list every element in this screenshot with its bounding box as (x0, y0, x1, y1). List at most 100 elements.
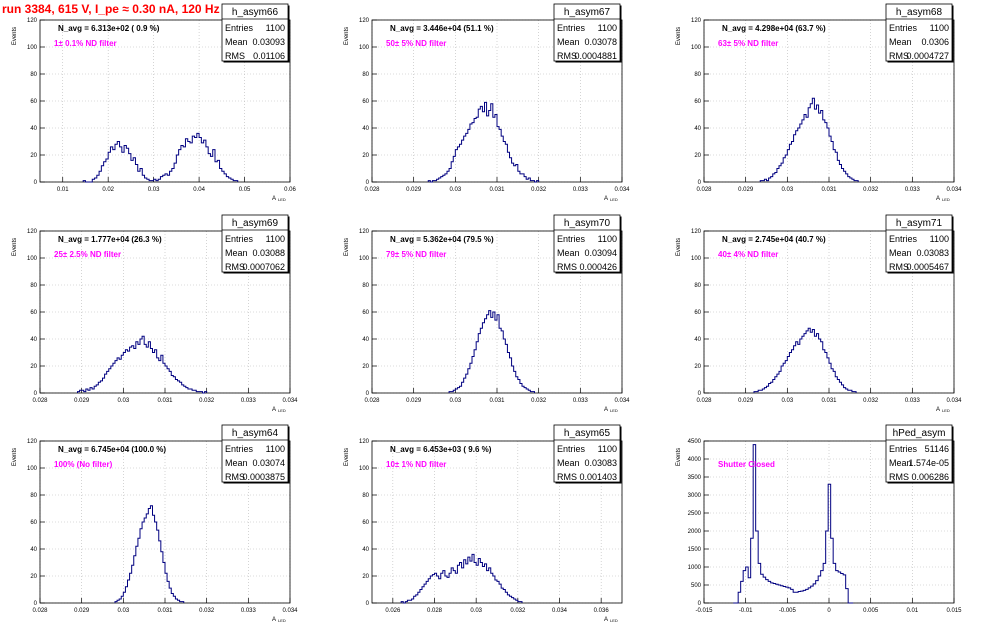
x-tick-label: 0.03 (449, 187, 461, 193)
histogram-pad-h_asym64: 0.028 0.029 0.03 0.031 0.032 0.033 0.034 0 20 40 6… (12, 424, 298, 622)
x-tick-label: 0.031 (489, 398, 505, 404)
y-tick-label: 80 (362, 283, 369, 289)
stats-box (553, 424, 621, 483)
x-tick-label: 0.06 (284, 187, 296, 193)
x-axis-label: A (272, 196, 276, 202)
stats-rms-label: RMS (225, 262, 245, 272)
y-tick-label: 0 (366, 180, 370, 186)
filter-annotation: 63± 5% ND filter (718, 39, 778, 48)
y-axis-label: Events (676, 238, 682, 256)
y-tick-label: 20 (30, 153, 37, 159)
y-tick-label: 120 (359, 439, 370, 445)
y-tick-label: 120 (359, 229, 370, 235)
y-tick-label: 100 (27, 45, 38, 51)
y-tick-label: 120 (691, 18, 702, 24)
x-tick-label: 0.028 (696, 398, 712, 404)
x-tick-label: 0 (827, 608, 831, 614)
y-axis-label: Events (676, 448, 682, 466)
stats-box (885, 3, 953, 62)
stats-rms-label: RMS (557, 262, 577, 272)
histogram-pad-h_asym65: 0.026 0.028 0.03 0.032 0.034 0.036 0 20 40 60 80 10… (344, 424, 623, 622)
y-tick-label: 40 (694, 337, 701, 343)
navg-label: N_avg = 6.453e+03 ( 9.6 %) (390, 445, 492, 454)
x-tick-label: 0.034 (946, 187, 962, 193)
y-tick-label: 20 (694, 364, 701, 370)
y-tick-label: 60 (694, 310, 701, 316)
filter-annotation: 50± 5% ND filter (386, 39, 446, 48)
y-tick-label: 1500 (688, 547, 702, 553)
y-tick-label: 3500 (688, 475, 702, 481)
stats-mean-value: 1.574e-05 (908, 458, 949, 468)
x-tick-label: 0.02 (102, 187, 114, 193)
x-tick-label: 0.03 (117, 398, 129, 404)
stats-title: h_asym71 (896, 218, 943, 229)
histogram-pad-h_asym66: 0.01 0.02 0.03 0.04 0.05 0.06 0 20 40 60 80 100 120 E… (12, 3, 296, 202)
x-tick-label: 0.032 (863, 398, 879, 404)
y-tick-label: 0 (34, 180, 38, 186)
histogram-pad-h_asym67: 0.028 0.029 0.03 0.031 0.032 0.033 0.034 0 20 40 6… (344, 3, 630, 202)
x-axis-label: A (936, 407, 940, 413)
x-tick-label: 0.032 (863, 187, 879, 193)
stats-mean-label: Mean (225, 458, 248, 468)
y-tick-label: 0 (34, 601, 38, 607)
y-tick-label: 40 (694, 126, 701, 132)
stats-box (885, 424, 953, 483)
x-axis-label: A (604, 196, 608, 202)
stats-rms-value: 0.0003875 (242, 472, 285, 482)
x-tick-label: 0.029 (406, 187, 422, 193)
x-tick-label: 0.026 (385, 608, 401, 614)
stats-rms-value: 0.01106 (253, 51, 285, 61)
stats-mean-value: 0.0306 (921, 37, 949, 47)
stats-title: h_asym67 (564, 7, 611, 18)
x-tick-label: 0.031 (821, 398, 837, 404)
stats-title: h_asym65 (564, 428, 611, 439)
x-tick-label: 0.033 (241, 398, 257, 404)
y-axis-label: Events (12, 238, 18, 256)
x-tick-label: 0.03 (117, 608, 129, 614)
x-tick-label: 0.034 (282, 608, 298, 614)
stats-entries-value: 1100 (266, 234, 285, 244)
x-tick-label: 0.03 (148, 187, 160, 193)
stats-mean-value: 0.03074 (252, 458, 285, 468)
navg-label: N_avg = 4.298e+04 (63.7 %) (722, 24, 826, 33)
histogram-series-h_asym68 (759, 97, 859, 182)
y-axis-label: Events (344, 448, 350, 466)
histogram-series-h_asym71 (753, 327, 857, 393)
x-tick-label: 0.028 (364, 187, 380, 193)
x-tick-label: 0.029 (406, 398, 422, 404)
stats-box (553, 3, 621, 62)
histogram-pad-h_asym71: 0.028 0.029 0.03 0.031 0.032 0.033 0.034 0 20 40 6… (676, 214, 962, 413)
stats-rms-value: 0.001403 (579, 472, 617, 482)
stats-mean-value: 0.03093 (252, 37, 285, 47)
x-tick-label: 0.03 (470, 608, 482, 614)
x-tick-label: 0.029 (74, 398, 90, 404)
stats-box (553, 214, 621, 273)
stats-entries-label: Entries (225, 234, 254, 244)
x-tick-label: 0.031 (489, 187, 505, 193)
stats-entries-label: Entries (889, 234, 918, 244)
y-tick-label: 40 (30, 126, 37, 132)
x-tick-label: 0.01 (57, 187, 69, 193)
y-tick-label: 100 (691, 45, 702, 51)
stats-entries-label: Entries (225, 23, 254, 33)
stats-mean-label: Mean (557, 37, 580, 47)
x-tick-label: 0.031 (821, 187, 837, 193)
stats-mean-value: 0.03094 (584, 248, 617, 258)
stats-rms-label: RMS (225, 472, 245, 482)
stats-mean-label: Mean (225, 37, 248, 47)
stats-entries-label: Entries (557, 444, 586, 454)
x-tick-label: 0.033 (573, 187, 589, 193)
y-tick-label: 60 (30, 99, 37, 105)
stats-mean-label: Mean (557, 248, 580, 258)
stats-entries-label: Entries (889, 23, 918, 33)
y-tick-label: 80 (30, 493, 37, 499)
y-tick-label: 80 (362, 493, 369, 499)
stats-mean-label: Mean (225, 248, 248, 258)
x-axis-label: A (936, 196, 940, 202)
stats-title: hPed_asym (893, 428, 946, 439)
stats-rms-value: 0.0007062 (242, 262, 285, 272)
stats-entries-label: Entries (557, 23, 586, 33)
filter-annotation: 100% (No filter) (54, 460, 113, 469)
y-tick-label: 1000 (688, 565, 702, 571)
